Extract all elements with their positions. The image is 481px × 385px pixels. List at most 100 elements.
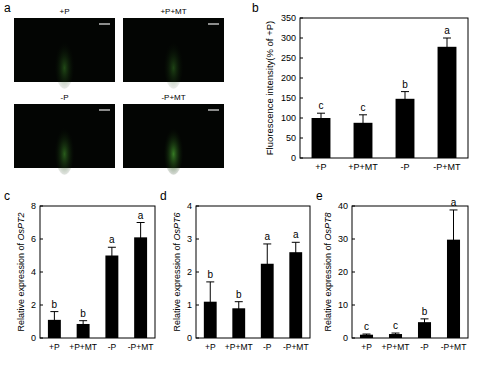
error-cap (263, 243, 271, 244)
significance-letter: a (264, 231, 270, 242)
y-axis-label: Relative expression of OsPT8 (323, 212, 333, 331)
error-cap (363, 335, 371, 336)
significance-letter: a (444, 25, 450, 36)
figure: a+P+P+MT-P-P+MTbc+Pc+P+MTb-Pa-P+MT050100… (0, 0, 481, 385)
y-tick-label: 350 (281, 13, 296, 23)
significance-letter: c (364, 321, 369, 332)
label-word: intensity(% (264, 46, 275, 95)
x-tick-label: +P+MT (225, 342, 253, 352)
x-tick-label: -P+MT (433, 162, 461, 172)
error-bar (421, 319, 429, 326)
root-glow (55, 123, 75, 175)
scale-bar (208, 109, 219, 110)
error-cap (359, 114, 367, 115)
panel-label: a (4, 1, 11, 15)
bar (289, 252, 302, 338)
x-tick-label: +P+MT (69, 342, 97, 352)
root-signal (55, 37, 75, 89)
plot-frame (196, 206, 310, 338)
error-cap (235, 301, 243, 302)
error-cap (292, 262, 300, 263)
y-tick-label: 0 (187, 333, 192, 343)
root-signal (164, 37, 184, 89)
error-cap (443, 55, 451, 56)
error-cap (79, 320, 87, 321)
error-bar (79, 321, 87, 328)
y-axis-label: Relative expression of OsPT2 (16, 212, 26, 331)
y-tick-label: 4 (31, 267, 36, 277)
bar (389, 334, 402, 338)
y-tick (300, 158, 303, 159)
y-tick-label: 300 (281, 33, 296, 43)
bar (312, 118, 331, 158)
label-word: of (323, 240, 333, 250)
y-tick (196, 239, 199, 240)
y-tick-label: 20 (338, 267, 348, 277)
image-title: -P+MT (161, 93, 185, 102)
error-bar (450, 210, 458, 269)
y-tick-label: 0 (31, 333, 36, 343)
label-word: Relative (172, 297, 182, 332)
root-glow (164, 37, 184, 89)
significance-letter: c (393, 320, 398, 331)
error-cap (235, 314, 243, 315)
error-bar (392, 333, 400, 335)
y-tick (40, 305, 43, 306)
label-word: of (16, 240, 26, 250)
error-cap (137, 222, 145, 223)
y-tick (352, 272, 355, 273)
y-tick (300, 138, 303, 139)
error-bar (263, 244, 271, 284)
panel-label: d (160, 189, 167, 203)
bar (105, 256, 118, 339)
y-tick-label: 1 (187, 300, 192, 310)
y-tick (352, 338, 355, 339)
y-tick-label: 0 (343, 333, 348, 343)
y-tick-label: 40 (338, 201, 348, 211)
y-tick (352, 305, 355, 306)
label-word: Relative (16, 297, 26, 332)
error-bar (50, 312, 58, 329)
root-signal (55, 123, 75, 175)
error-cap (421, 325, 429, 326)
significance-letter: b (236, 289, 242, 300)
y-axis-label: Fluorescence intensity(% of +P) (264, 21, 275, 155)
y-axis-label: Relative expression of OsPT6 (172, 212, 182, 331)
label-word: of (264, 36, 275, 47)
error-stem (405, 92, 406, 106)
bar (438, 47, 457, 158)
error-cap (401, 91, 409, 92)
panel-label: e (316, 189, 323, 203)
label-word: OsPT8 (323, 212, 333, 240)
error-stem (295, 242, 296, 262)
error-cap (137, 252, 145, 253)
error-cap (317, 122, 325, 123)
x-tick-label: +P (205, 342, 216, 352)
error-cap (450, 209, 458, 210)
y-tick-label: 4 (187, 201, 192, 211)
error-cap (443, 38, 451, 39)
x-tick-label: -P+MT (283, 342, 309, 352)
error-cap (401, 106, 409, 107)
y-tick-label: 8 (31, 201, 36, 211)
y-tick (300, 78, 303, 79)
plot-frame (300, 18, 468, 158)
y-tick (196, 338, 199, 339)
label-word: expression (16, 250, 26, 296)
x-tick-label: -P (108, 342, 117, 352)
error-cap (392, 333, 400, 334)
label-word: of (172, 240, 182, 250)
error-bar (292, 242, 300, 262)
error-cap (292, 242, 300, 243)
y-tick-label: 30 (338, 234, 348, 244)
error-bar (206, 282, 214, 322)
error-stem (54, 312, 55, 329)
significance-letter: b (80, 308, 86, 319)
root-signal (164, 123, 184, 175)
bar (396, 99, 415, 158)
label-word: Fluorescence (264, 96, 275, 156)
significance-letter: c (319, 100, 324, 111)
error-cap (206, 321, 214, 322)
panel-label: b (252, 1, 259, 15)
y-tick-label: 250 (281, 53, 296, 63)
